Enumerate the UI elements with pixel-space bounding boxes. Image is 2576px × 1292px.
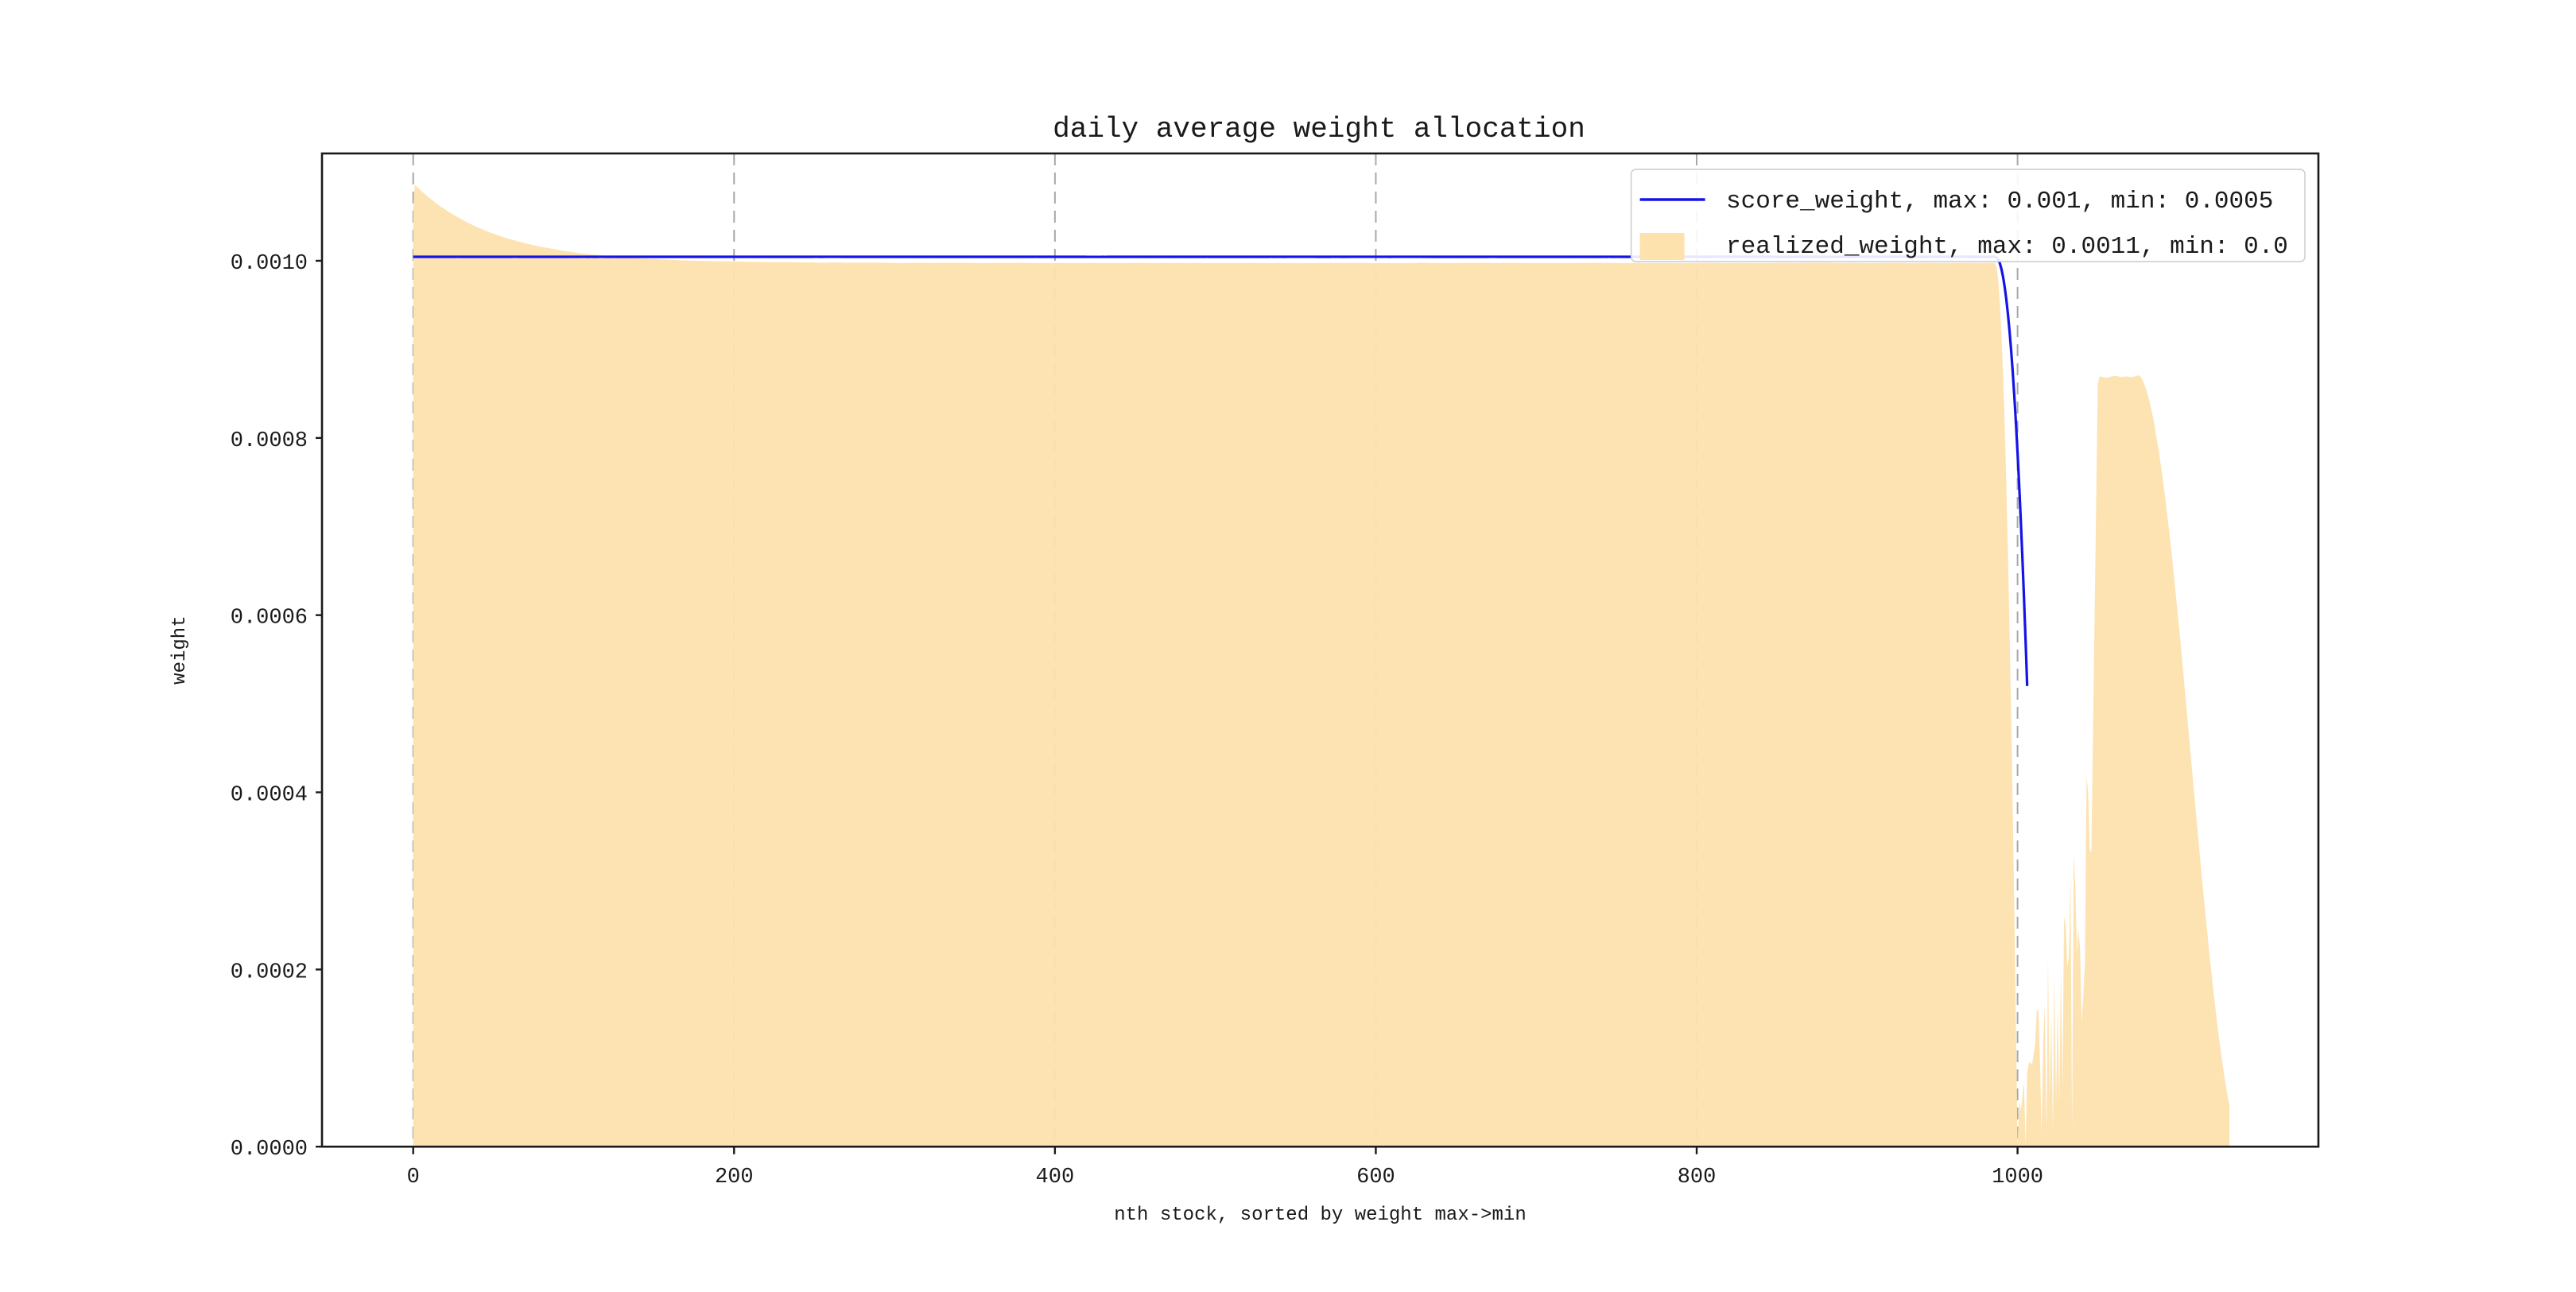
svg-text:weight: weight [169,615,191,684]
svg-text:0.0000: 0.0000 [231,1138,308,1162]
svg-text:0.0006: 0.0006 [231,607,308,630]
svg-text:200: 200 [715,1166,754,1189]
svg-text:score_weight, max: 0.001, min:: score_weight, max: 0.001, min: 0.0005 [1726,188,2273,215]
svg-text:0.0010: 0.0010 [231,252,308,276]
svg-text:nth stock, sorted by weight ma: nth stock, sorted by weight max->min [1114,1205,1526,1226]
svg-text:realized_weight, max: 0.0011,: realized_weight, max: 0.0011, min: 0.0 [1726,233,2288,261]
svg-text:400: 400 [1036,1166,1075,1189]
svg-text:1000: 1000 [1992,1166,2043,1189]
svg-text:daily average weight allocatio: daily average weight allocation [1053,113,1585,145]
svg-text:0.0004: 0.0004 [231,784,308,808]
svg-text:600: 600 [1356,1166,1395,1189]
svg-text:0: 0 [407,1166,420,1189]
svg-text:0.0008: 0.0008 [231,429,308,453]
svg-text:800: 800 [1678,1166,1717,1189]
svg-text:0.0002: 0.0002 [231,960,308,984]
